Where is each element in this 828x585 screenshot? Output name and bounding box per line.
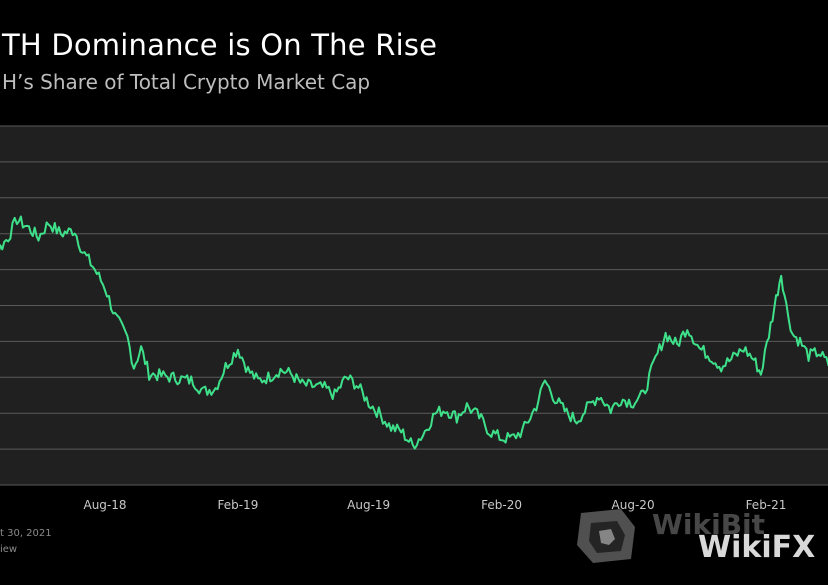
footer-source: iew — [0, 544, 18, 555]
x-tick-label: Feb-19 — [217, 498, 258, 512]
watermark-text: WikiFX — [698, 530, 816, 565]
x-tick-label: Aug-20 — [612, 498, 655, 512]
chart-subtitle: H’s Share of Total Crypto Market Cap — [2, 70, 371, 94]
series-line — [0, 215, 828, 450]
x-tick-label: Aug-19 — [347, 498, 390, 512]
watermark-faint-text: WikiBit — [652, 508, 766, 541]
x-tick-label: Aug-18 — [83, 498, 126, 512]
x-tick-label: Feb-20 — [481, 498, 522, 512]
x-tick-label: Feb-21 — [746, 498, 787, 512]
footer-date: t 30, 2021 — [0, 528, 52, 539]
chart-title: TH Dominance is On The Rise — [2, 28, 438, 62]
watermark-logo-icon — [577, 509, 635, 563]
